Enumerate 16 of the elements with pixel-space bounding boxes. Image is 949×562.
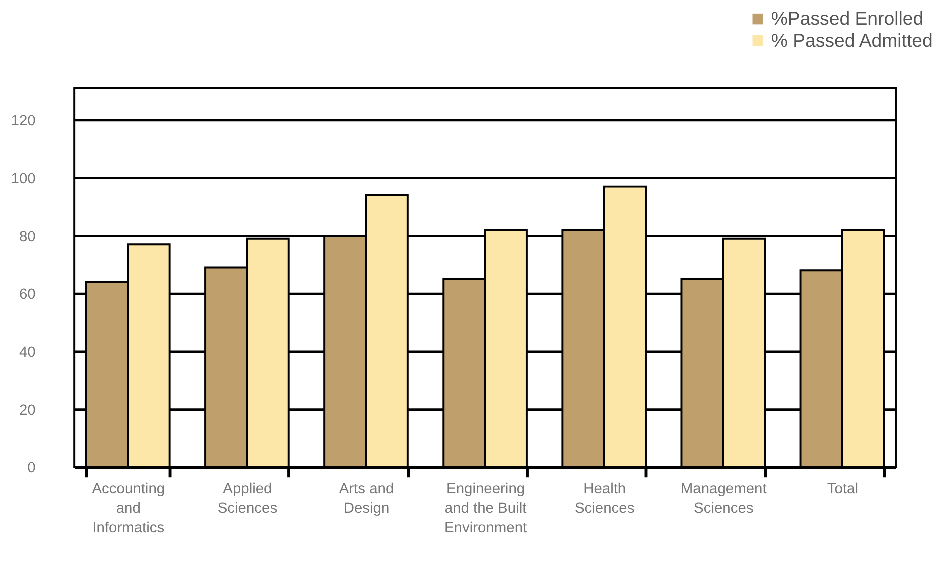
y-tick-label: 0 bbox=[28, 460, 36, 477]
x-tick-label: Health Sciences bbox=[574, 481, 635, 517]
x-tick-label: Engineering and the Built Environment bbox=[444, 481, 528, 537]
y-tick-label: 40 bbox=[19, 345, 36, 362]
y-tick-label: 120 bbox=[11, 114, 36, 130]
y-tick-label: 20 bbox=[19, 402, 36, 419]
x-tick-label: Accounting and Informatics bbox=[92, 481, 166, 537]
y-tick-label: 100 bbox=[11, 172, 36, 188]
x-tick-label: Applied Sciences bbox=[218, 481, 278, 517]
x-tick-label: Total bbox=[827, 481, 858, 498]
y-tick-label: 60 bbox=[19, 287, 36, 304]
x-tick-label: Arts and Design bbox=[339, 481, 394, 517]
y-tick-label: 80 bbox=[19, 229, 36, 246]
x-tick-label: Management Sciences bbox=[680, 481, 767, 517]
legend-label: %Passed Enrolled bbox=[771, 8, 924, 30]
legend-label: % Passed Admitted bbox=[771, 30, 933, 51]
